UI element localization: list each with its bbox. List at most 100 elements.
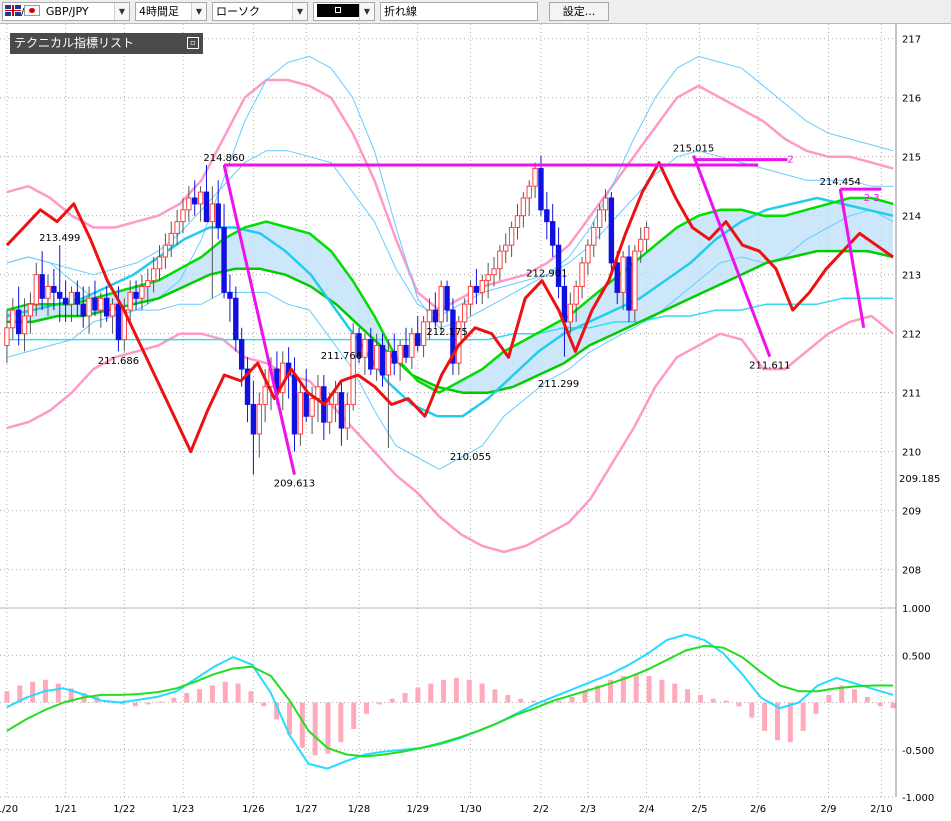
settings-button[interactable]: 設定... — [549, 2, 609, 21]
macd-histogram-bar — [813, 702, 819, 714]
chart-style-text: ローソク — [216, 5, 260, 18]
date-tick-label: 1/23 — [172, 804, 194, 815]
candle-up — [4, 327, 10, 346]
macd-histogram-bar — [158, 701, 164, 703]
ichimoku-cloud-segment — [828, 202, 835, 252]
macd-histogram-bar — [774, 702, 780, 741]
line-width-select[interactable]: ▼ — [313, 2, 375, 21]
ichimoku-cloud-segment — [206, 248, 213, 277]
macd-histogram-bar — [274, 702, 280, 720]
candle-down — [626, 256, 632, 311]
ichimoku-cloud-segment — [558, 318, 565, 366]
candle-down — [555, 244, 562, 287]
date-tick-label: 1/26 — [242, 804, 264, 815]
chart-style-select[interactable]: ローソク ▼ — [212, 2, 308, 21]
ichimoku-cloud-segment — [200, 252, 207, 279]
jp-flag-icon — [24, 5, 41, 16]
macd-histogram-bar — [710, 698, 716, 703]
ichimoku-cloud-segment — [165, 273, 172, 296]
macd-tick-label: -1.000 — [902, 793, 934, 804]
indicator-list-panel[interactable]: テクニカル指標リスト ▫ — [10, 33, 203, 54]
candle-up — [596, 209, 603, 228]
candle-up — [256, 403, 262, 435]
price-tick-label: 216 — [902, 94, 921, 105]
macd-histogram-bar — [120, 702, 126, 705]
candle-up — [98, 297, 104, 311]
candle-down — [133, 291, 139, 299]
macd-histogram-bar — [569, 696, 575, 703]
chevron-down-icon[interactable]: ▼ — [292, 3, 307, 20]
line-mode-field[interactable]: 折れ線 — [380, 2, 538, 21]
macd-histogram-bar — [30, 681, 36, 703]
ichimoku-cloud-segment — [288, 227, 295, 279]
candle-up — [438, 285, 444, 323]
ichimoku-cloud-segment — [294, 229, 301, 282]
macd-histogram-bar — [697, 694, 703, 703]
ichimoku-cloud-segment — [182, 263, 189, 288]
candle-up — [479, 280, 485, 293]
macd-histogram-bar — [325, 702, 331, 754]
date-tick-label: 2/10 — [870, 804, 892, 815]
candle-down — [379, 344, 386, 376]
ichimoku-cloud-segment — [188, 260, 195, 285]
macd-histogram-bar — [389, 698, 395, 703]
macd-histogram-bar — [209, 685, 215, 703]
price-tick-label: 212 — [902, 330, 921, 341]
ichimoku-cloud-segment — [253, 223, 260, 269]
macd-histogram-bar — [672, 683, 678, 703]
candle-down — [608, 197, 615, 264]
ichimoku-cloud-segment — [822, 203, 829, 252]
macd-histogram-bar — [877, 702, 883, 707]
ichimoku-cloud-segment — [793, 211, 800, 257]
candle-shape-icon — [335, 7, 341, 13]
candle-down — [549, 221, 556, 246]
candle-up — [344, 403, 351, 429]
candle-up — [573, 285, 579, 305]
macd-histogram-bar — [415, 687, 421, 703]
macd-histogram-bar — [184, 693, 190, 703]
candle-down — [39, 274, 45, 299]
chevron-down-icon[interactable]: ▼ — [191, 3, 206, 20]
price-annotation: 210.055 — [450, 452, 491, 463]
candle-up — [491, 268, 497, 276]
price-tick-label: 209 — [902, 507, 921, 518]
timeframe-select[interactable]: 4時間足 ▼ — [135, 2, 207, 21]
ichimoku-cloud-segment — [781, 215, 788, 260]
price-tick-label: 211 — [902, 389, 921, 400]
candle-up — [86, 297, 92, 317]
price-tick-label: 217 — [902, 35, 921, 46]
candle-down — [57, 291, 63, 299]
macd-histogram-bar — [839, 685, 845, 703]
macd-histogram-bar — [890, 702, 896, 709]
ichimoku-cloud-segment — [810, 207, 817, 253]
macd-histogram-bar — [608, 679, 614, 703]
macd-histogram-bar — [248, 691, 254, 703]
macd-histogram-bar — [364, 702, 370, 714]
candle-up — [373, 344, 380, 370]
chevron-down-icon[interactable]: ▼ — [359, 3, 374, 20]
candle-up — [127, 291, 133, 311]
candle-up — [45, 285, 51, 299]
chevron-down-icon[interactable]: ▼ — [114, 3, 129, 20]
macd-histogram-bar — [826, 694, 832, 703]
ichimoku-cloud-segment — [499, 350, 506, 390]
collapse-icon[interactable]: ▫ — [187, 37, 199, 49]
candle-up — [514, 215, 521, 228]
candle-up — [297, 392, 304, 435]
candle-up — [68, 291, 75, 305]
ichimoku-cloud-segment — [153, 279, 160, 300]
candle-down — [221, 226, 227, 293]
ichimoku-cloud-segment — [857, 198, 864, 252]
price-tick-label: 214 — [902, 212, 921, 223]
price-annotation: 211.611 — [749, 361, 790, 372]
ichimoku-cloud-segment — [247, 225, 254, 269]
ichimoku-cloud-segment — [664, 233, 671, 311]
candle-up — [643, 226, 650, 240]
ichimoku-cloud-segment — [652, 242, 659, 317]
symbol-select[interactable]: / GBP/JPY ▼ — [2, 2, 130, 21]
ichimoku-cloud-segment — [881, 200, 888, 256]
candle-up — [467, 285, 474, 305]
ichimoku-cloud-segment — [511, 344, 518, 388]
macd-histogram-bar — [197, 689, 203, 703]
ichimoku-cloud-segment — [329, 249, 336, 304]
